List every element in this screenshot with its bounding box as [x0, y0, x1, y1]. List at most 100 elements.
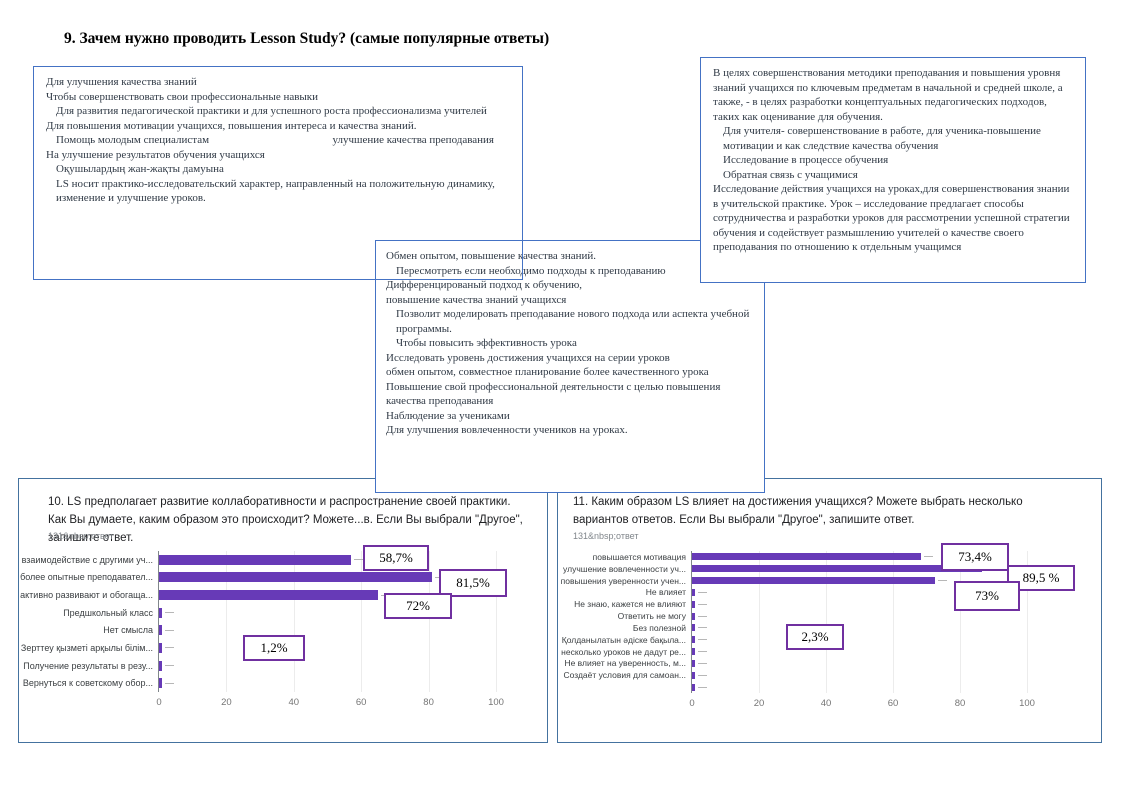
- x-tick-label: 80: [954, 698, 966, 709]
- answer-text: Исследование в процессе обучения: [723, 154, 889, 167]
- callout-value: 73,4%: [941, 543, 1009, 571]
- gridline: [293, 551, 295, 692]
- whisker: [698, 651, 707, 653]
- x-tick-label: 0: [156, 697, 162, 708]
- gridline: [759, 551, 760, 693]
- q11-gridlines: [692, 551, 1028, 693]
- gridline: [428, 551, 430, 692]
- category-label: активно развивают и обогаща...: [20, 590, 153, 601]
- answer-text-pair: Помощь молодым специалистам улучшение ка…: [46, 133, 510, 148]
- bar: [692, 565, 982, 573]
- bar: [692, 577, 935, 585]
- answer-text: Помощь молодым специалистам: [56, 134, 210, 147]
- whisker: [698, 686, 707, 688]
- category-label: Не знаю, кажется не влияют: [574, 599, 686, 610]
- x-tick-label: 40: [288, 697, 300, 708]
- category-label: более опытные преподавател...: [20, 572, 153, 583]
- answer-text: На улучшение результатов обучения учащих…: [46, 148, 265, 161]
- q11-bar-chart: повышается мотивация улучшение вовлеченно…: [558, 551, 1035, 709]
- whisker: [698, 603, 707, 605]
- whisker: [924, 556, 934, 558]
- q10-x-axis: 0 20 40 60 80 100: [156, 692, 504, 710]
- answer-text: Повышение свой профессиональной деятельн…: [386, 380, 721, 408]
- x-tick-label: 20: [221, 697, 232, 708]
- callout-value: 58,7%: [363, 545, 429, 571]
- q11-category-labels: повышается мотивация улучшение вовлеченно…: [558, 551, 691, 693]
- answer-text: Для улучшения качества знаний: [46, 76, 197, 88]
- whisker: [165, 647, 175, 649]
- bar-row: [159, 551, 496, 569]
- bar: [692, 659, 695, 667]
- answer-text: Наблюдение за учениками: [386, 409, 510, 422]
- answer-text: Для развития педагогической практики и д…: [56, 105, 487, 118]
- callout-value: 1,2%: [243, 635, 305, 661]
- q11-bars: [692, 551, 1027, 693]
- bar-row: [159, 674, 496, 692]
- x-tick-label: 80: [423, 697, 434, 708]
- bar: [159, 678, 163, 689]
- answer-text: улучшение качества преподавания: [332, 134, 494, 147]
- answer-text: Для учителя- совершенствование в работе,…: [723, 125, 1041, 152]
- gridline: [361, 551, 363, 692]
- whisker: [165, 612, 175, 614]
- x-tick-label: 100: [488, 697, 504, 708]
- category-label: улучшение вовлеченности уч...: [563, 563, 686, 574]
- bar: [692, 624, 696, 632]
- answer-text: обмен опытом, совместное планирование бо…: [386, 366, 709, 379]
- whisker: [698, 627, 708, 629]
- x-tick-label: 100: [1019, 698, 1035, 709]
- bar-row: [159, 622, 496, 640]
- gridline: [496, 551, 497, 692]
- bar: [159, 607, 163, 618]
- q10-response-count: 131&nbsp;ответ: [48, 531, 114, 541]
- answer-text: Оқушылардың жан-жақты дамуына: [56, 163, 224, 176]
- q10-plot-area: 0 20 40 60 80 100: [156, 551, 504, 708]
- callout-value: 72%: [384, 593, 452, 619]
- bar-row: [692, 586, 1027, 598]
- whisker: [698, 591, 708, 593]
- answer-text: Пересмотреть если необходимо подходы к п…: [396, 264, 666, 277]
- category-label: Ответить не могу: [617, 611, 686, 622]
- bar: [692, 600, 695, 608]
- whisker: [937, 580, 947, 582]
- bar: [692, 553, 922, 561]
- bar-row: [692, 634, 1027, 646]
- category-label: Создаёт условия для самоан...: [563, 670, 686, 681]
- bar-row: [159, 657, 496, 675]
- category-label: повышается мотивация: [592, 551, 686, 562]
- answer-text: Для улучшения вовлеченности учеников на …: [386, 424, 628, 437]
- gridline: [960, 551, 961, 693]
- bar: [692, 588, 696, 596]
- category-label: Получение результаты в резу...: [23, 660, 153, 671]
- bar-row: [692, 646, 1027, 658]
- whisker: [354, 559, 364, 561]
- callout-value: 81,5%: [439, 569, 507, 597]
- category-label: Не влияет: [645, 587, 686, 598]
- q11-x-axis: 0 20 40 60 80 100: [689, 693, 1035, 711]
- whisker: [165, 665, 175, 667]
- answer-text: Позволит моделировать преподавание новог…: [396, 308, 750, 335]
- q10-gridlines: [159, 551, 497, 692]
- answer-text: Дифференцированый подход к обучению, пов…: [386, 279, 583, 306]
- category-label: Не влияет на уверенность, м...: [564, 658, 686, 669]
- chart-panel-q10: 10. LS предполагает развитие коллаборати…: [18, 478, 548, 743]
- answer-text: Обратная связь с учащимися: [723, 168, 858, 181]
- category-label: Без полезной: [632, 622, 686, 633]
- answers-box-left: Для улучшения качества знаний Чтобы сове…: [33, 66, 523, 280]
- q11-plot-area: 0 20 40 60 80 100: [689, 551, 1035, 709]
- bar: [159, 642, 163, 653]
- q11-response-count: 131&nbsp;ответ: [573, 531, 639, 541]
- gridline: [226, 551, 228, 692]
- whisker: [698, 615, 707, 617]
- category-label: взаимодействие с другими уч...: [21, 554, 153, 565]
- category-label: Қолданылатын әдіске бақыла...: [561, 634, 686, 645]
- answer-text: Для повышения мотивации учащихся, повыше…: [46, 119, 417, 132]
- bar: [159, 625, 163, 636]
- x-tick-label: 40: [820, 698, 832, 709]
- gridline: [826, 551, 827, 693]
- bar: [159, 660, 163, 671]
- whisker: [165, 682, 175, 684]
- category-label: Нет смысла: [103, 625, 153, 636]
- x-tick-label: 60: [355, 697, 367, 708]
- x-tick-label: 0: [689, 698, 695, 709]
